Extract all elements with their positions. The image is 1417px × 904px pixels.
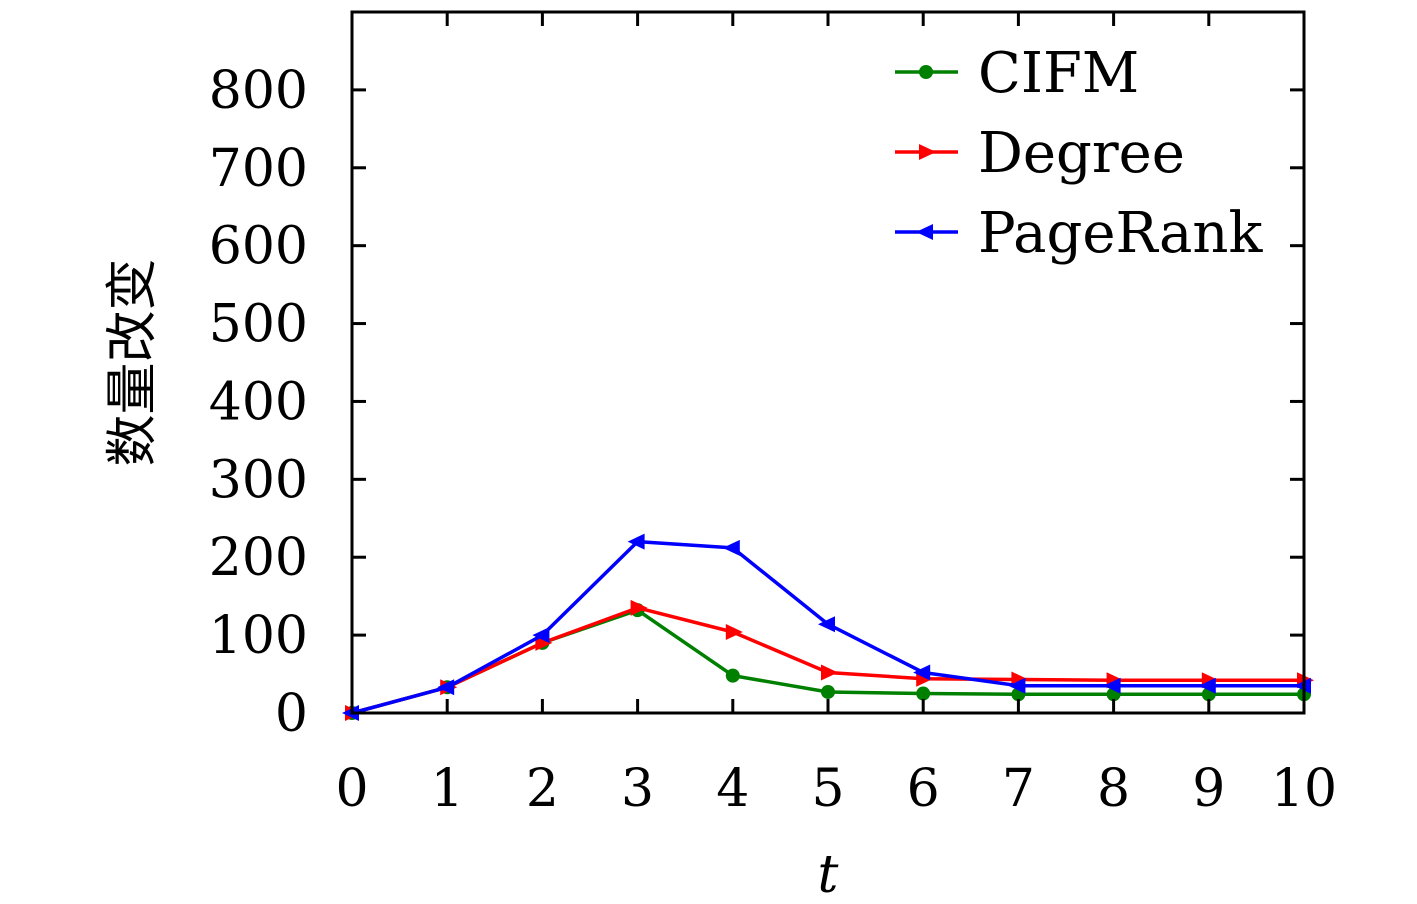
y-tick-label: 700 [209, 139, 308, 199]
data-point-pagerank [913, 664, 931, 681]
x-tick-label: 9 [1192, 759, 1225, 819]
x-tick-label: 1 [431, 759, 464, 819]
legend-label-degree: Degree [978, 121, 1185, 186]
y-tick-label: 400 [209, 372, 308, 432]
legend-label-pagerank: PageRank [978, 201, 1263, 266]
x-axis-title: t [818, 845, 839, 904]
series-pagerank [342, 533, 1311, 721]
y-tick-label: 500 [209, 295, 308, 355]
x-tick-label: 2 [526, 759, 559, 819]
x-tick-label: 7 [1002, 759, 1035, 819]
legend-item-degree: Degree [895, 121, 1185, 186]
y-axis: 0 100 200 300 400 500 600 700 800 [209, 61, 1304, 744]
legend-marker-cifm [919, 65, 933, 79]
data-point-degree [821, 664, 838, 681]
x-tick-label: 5 [811, 759, 844, 819]
y-tick-label: 600 [209, 217, 308, 277]
x-tick-label: 8 [1097, 759, 1130, 819]
data-point-pagerank [1008, 677, 1026, 694]
x-tick-label: 10 [1271, 759, 1337, 819]
legend-item-pagerank: PageRank [895, 201, 1263, 266]
plot-frame [350, 10, 1306, 715]
y-axis-title: 数量改变 [103, 258, 163, 466]
x-tick-label: 4 [716, 759, 749, 819]
data-point-pagerank [437, 679, 455, 696]
legend: CIFM Degree PageRank [895, 41, 1263, 266]
y-tick-label: 300 [209, 450, 308, 510]
x-axis: 0 1 2 3 4 5 6 7 8 9 10 [335, 12, 1337, 819]
x-tick-label: 6 [907, 759, 940, 819]
data-point-pagerank [722, 539, 740, 556]
data-point-pagerank [1103, 677, 1121, 694]
x-tick-label: 0 [335, 759, 368, 819]
data-point-cifm [916, 686, 931, 701]
data-point-pagerank [818, 616, 835, 633]
data-point-degree [535, 634, 553, 651]
data-point-degree [725, 623, 743, 640]
y-tick-label: 200 [209, 528, 308, 588]
legend-item-cifm: CIFM [895, 41, 1139, 106]
y-tick-label: 100 [209, 606, 308, 666]
series-layer [342, 533, 1314, 721]
legend-label-cifm: CIFM [978, 41, 1139, 106]
data-point-cifm [821, 684, 835, 699]
data-point-pagerank [627, 533, 645, 550]
y-tick-label: 800 [209, 61, 308, 121]
x-tick-label: 3 [621, 759, 654, 819]
data-point-pagerank [532, 627, 550, 644]
legend-marker-degree [919, 144, 936, 160]
legend-marker-pagerank [916, 224, 933, 240]
data-point-pagerank [1198, 677, 1216, 694]
data-point-cifm [725, 668, 740, 683]
data-point-degree [630, 599, 648, 616]
y-tick-label: 0 [275, 684, 308, 744]
